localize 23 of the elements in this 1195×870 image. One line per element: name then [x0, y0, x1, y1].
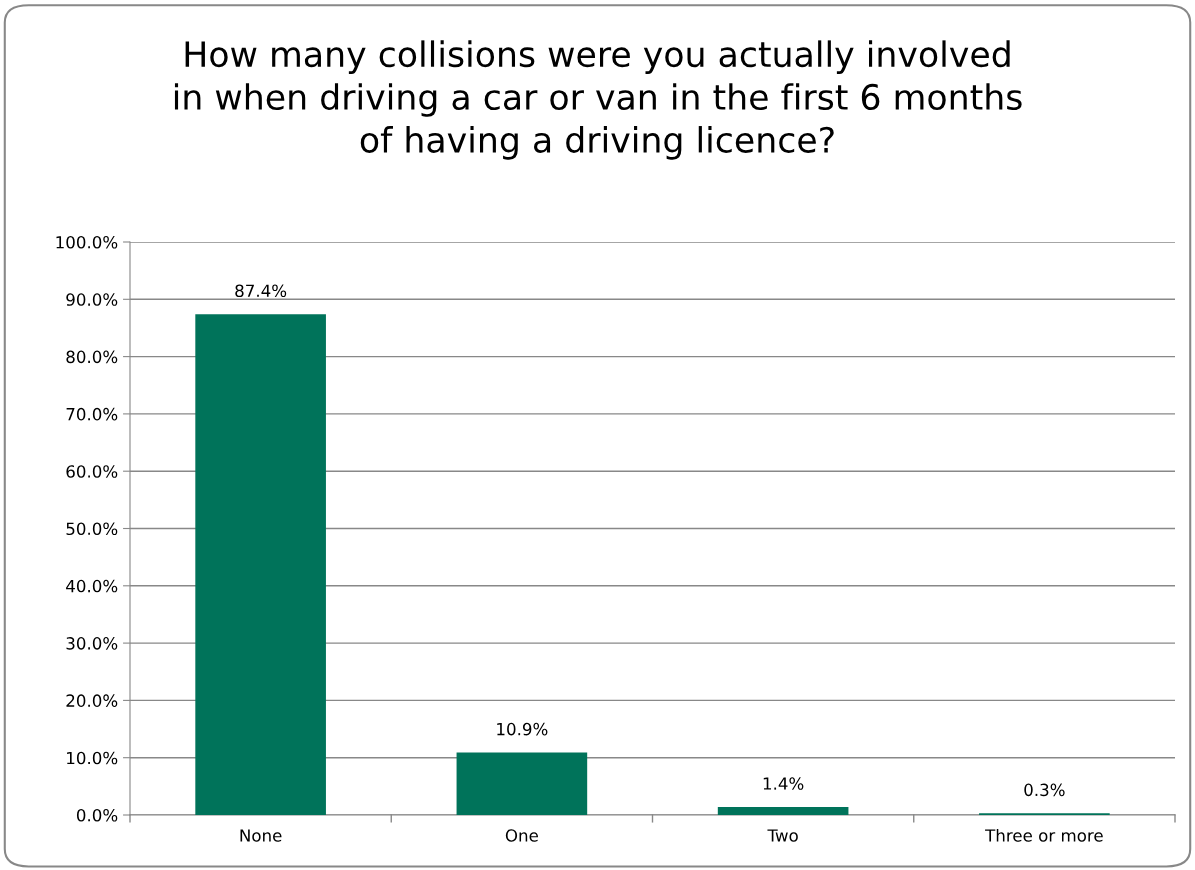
data-label: 1.4% — [763, 777, 804, 790]
bar — [717, 806, 849, 815]
x-tick-label: Two — [767, 829, 798, 842]
y-tick-label: 20.0% — [66, 694, 118, 707]
y-tick-label: 70.0% — [66, 407, 118, 421]
x-tick-label: None — [240, 829, 282, 842]
bar — [195, 314, 326, 815]
y-tick-label: 10.0% — [67, 751, 118, 765]
y-tick-label: 50.0% — [66, 522, 118, 536]
y-tick-label: 90.0% — [66, 293, 118, 306]
y-tick-label: 40.0% — [66, 579, 118, 593]
y-tick-label: 30.0% — [66, 637, 118, 650]
data-label: 0.3% — [1024, 783, 1065, 797]
y-tick-label: 60.0% — [66, 465, 118, 478]
data-label: 10.9% — [497, 722, 548, 736]
data-label: 87.4% — [235, 284, 287, 298]
x-tick-label: Three or more — [985, 828, 1103, 842]
bar — [456, 752, 588, 815]
y-tick-label: 80.0% — [66, 350, 118, 364]
y-tick-label: 0.0% — [76, 808, 118, 822]
x-tick-label: One — [505, 829, 538, 842]
chart-title: How many collisions were you actually involved in when driving a car or van in the first 6 months of having a driving licence? — [174, 40, 1022, 160]
y-tick-label: 100.0% — [56, 235, 118, 249]
